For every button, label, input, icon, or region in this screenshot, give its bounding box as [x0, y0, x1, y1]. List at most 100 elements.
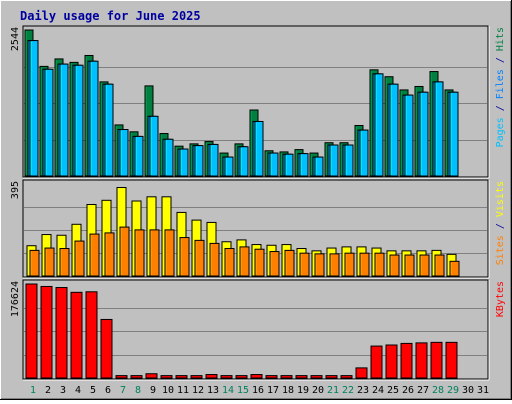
day-label: 7 [120, 385, 126, 396]
bar-pages [164, 138, 174, 177]
bar-pages [209, 143, 219, 177]
bar-sites [269, 251, 280, 277]
bar-sites [89, 233, 100, 277]
y-axis-max-label: 2544 [10, 27, 21, 51]
bar-pages [404, 94, 414, 177]
bar-kbytes [325, 375, 338, 379]
bar-sites [449, 260, 460, 277]
bar-sites [74, 240, 85, 277]
day-label: 26 [402, 385, 414, 396]
bar-sites [119, 226, 130, 277]
bar-kbytes [355, 367, 368, 379]
bar-pages [29, 40, 39, 177]
series-axis-label-part: Hits [495, 27, 506, 51]
bar-pages [284, 153, 294, 177]
bar-sites [29, 249, 40, 277]
day-label: 5 [90, 385, 96, 396]
day-label: 17 [267, 385, 279, 396]
bar-pages [359, 129, 369, 177]
day-label: 1 [30, 385, 36, 396]
bar-sites [389, 254, 400, 277]
bar-kbytes [235, 375, 248, 379]
bar-sites [209, 242, 220, 277]
bar-kbytes [385, 344, 398, 379]
chart-panels: 2544 Pages / Files / Hits 395 Sites / Visit… [10, 25, 506, 381]
bar-kbytes [175, 375, 188, 379]
bar-kbytes [190, 375, 203, 379]
bar-pages [59, 63, 69, 177]
bar-kbytes [295, 375, 308, 379]
series-axis-label-part: / [495, 217, 506, 235]
bar-pages [224, 156, 234, 177]
bar-kbytes [400, 342, 413, 379]
day-label: 9 [150, 385, 156, 396]
day-label: 13 [207, 385, 219, 396]
bar-kbytes [55, 287, 68, 379]
series-axis-label-part: Visits [495, 181, 506, 217]
panel-visits-sites: 395 Sites / Visits [10, 179, 506, 279]
bar-sites [374, 252, 385, 277]
bar-sites [314, 253, 325, 277]
series-axis-label: Sites / Visits [495, 181, 506, 265]
day-label: 3 [60, 385, 66, 396]
day-label: 29 [447, 385, 459, 396]
bar-kbytes [145, 373, 158, 379]
bar-pages [419, 91, 429, 177]
bar-kbytes [250, 374, 263, 379]
bar-sites [254, 248, 265, 277]
bar-sites [434, 254, 445, 277]
bar-pages [254, 120, 264, 177]
bar-kbytes [115, 375, 128, 379]
bar-kbytes [415, 342, 428, 379]
y-axis-max-label: 395 [10, 181, 21, 199]
bar-pages [314, 156, 324, 177]
bar-sites [359, 252, 370, 277]
bar-sites [59, 248, 70, 277]
bar-pages [74, 64, 84, 177]
day-label: 15 [237, 385, 249, 396]
bar-sites [44, 247, 55, 277]
bar-kbytes [265, 375, 278, 379]
bar-sites [104, 232, 115, 277]
bar-kbytes [220, 375, 233, 379]
y-axis-max-label: 176624 [10, 281, 21, 317]
day-label: 25 [387, 385, 399, 396]
bar-sites [329, 253, 340, 277]
bar-kbytes [370, 345, 383, 379]
bar-pages [179, 148, 189, 177]
bar-sites [179, 237, 190, 277]
bar-pages [374, 73, 384, 177]
day-label: 12 [192, 385, 204, 396]
day-label: 30 [462, 385, 474, 396]
bar-pages [119, 129, 129, 177]
bar-kbytes [160, 375, 173, 379]
bar-sites [299, 252, 310, 277]
bar-kbytes [85, 291, 98, 379]
bar-pages [194, 145, 204, 177]
day-label: 18 [282, 385, 294, 396]
series-axis-label-part: Sites [495, 235, 506, 265]
bar-pages [239, 146, 249, 177]
bar-pages [389, 83, 399, 177]
series-axis-label-part: / [495, 51, 506, 69]
x-axis-day-labels: 1 2 3 4 5 6 7 8 9 10 11 12 13 14 15 16 17 18 19 20 21 22 23 24 2… [30, 385, 489, 396]
bar-pages [434, 81, 444, 177]
bar-pages [329, 144, 339, 177]
bar-pages [104, 83, 114, 177]
series-axis-label-part: / [495, 99, 506, 117]
day-label: 6 [105, 385, 111, 396]
day-label: 28 [432, 385, 444, 396]
day-label: 16 [252, 385, 264, 396]
bar-sites [149, 229, 160, 277]
series-axis-label: KBytes [495, 281, 506, 317]
day-label: 24 [372, 385, 384, 396]
series-axis-label: Pages / Files / Hits [495, 27, 506, 147]
bar-kbytes [100, 318, 113, 379]
bar-kbytes [340, 375, 353, 379]
bar-sites [239, 246, 250, 277]
bar-sites [344, 252, 355, 277]
bar-sites [164, 229, 175, 277]
bar-pages [269, 152, 279, 177]
series-axis-label-part: Files [495, 69, 506, 99]
